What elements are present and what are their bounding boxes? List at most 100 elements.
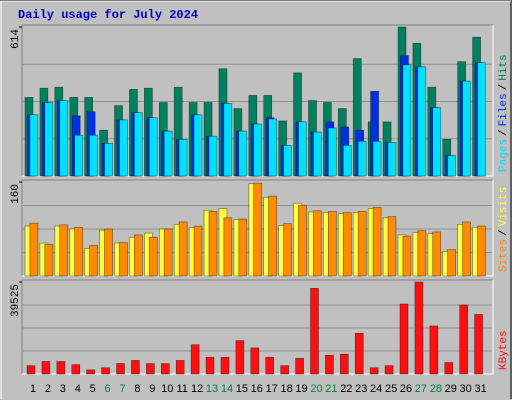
bar [160, 363, 170, 375]
bar [56, 361, 66, 375]
x-tick-label: 19 [295, 383, 307, 395]
bar [89, 245, 98, 277]
x-tick-label: 10 [161, 383, 173, 395]
bar [148, 236, 158, 277]
bar [104, 142, 113, 177]
x-tick-label: 31 [474, 383, 486, 395]
bar [325, 354, 334, 375]
x-tick-label: 7 [119, 383, 125, 395]
bar [223, 217, 233, 277]
bar [86, 369, 95, 375]
bar [265, 356, 275, 375]
bar [342, 145, 352, 177]
plot-border-dark [21, 279, 493, 374]
bar [104, 228, 113, 277]
bar [238, 218, 248, 277]
bar [119, 242, 128, 277]
legend: KBytes [498, 330, 510, 370]
bar [253, 123, 263, 177]
bar [402, 64, 412, 177]
x-tick-label: 13 [206, 383, 218, 395]
bar [146, 363, 155, 375]
bar [59, 224, 69, 277]
bar [387, 141, 397, 177]
bar [178, 221, 188, 277]
x-tick-label: 17 [266, 383, 278, 395]
bar [193, 225, 203, 277]
y-tick-label: 39525 [10, 284, 22, 317]
legend-label: Pages [498, 139, 510, 172]
x-tick-label: 6 [105, 383, 111, 395]
bar [432, 107, 442, 177]
x-tick-label: 18 [281, 383, 293, 395]
bar [462, 80, 471, 177]
x-tick-label: 12 [191, 383, 203, 395]
bar [74, 226, 83, 277]
bar [444, 362, 454, 375]
bar [283, 145, 292, 177]
bar [119, 119, 128, 177]
x-tick-label: 29 [445, 383, 457, 395]
x-tick-label: 27 [415, 383, 427, 395]
bar [402, 235, 412, 277]
bar [295, 358, 304, 375]
bar [29, 114, 39, 177]
bar [342, 212, 352, 277]
x-tick-label: 28 [430, 383, 442, 395]
legend-label: Sites [498, 239, 510, 272]
bar [131, 360, 140, 375]
bar [223, 103, 233, 177]
bar [71, 364, 81, 375]
legend-label: Files [498, 93, 510, 126]
bar [372, 206, 382, 277]
x-tick-label: 25 [385, 383, 397, 395]
x-tick-label: 26 [400, 383, 412, 395]
x-tick-label: 30 [460, 383, 472, 395]
bar [417, 230, 427, 277]
plot-border-dark [21, 179, 493, 276]
x-tick-label: 22 [340, 383, 352, 395]
x-tick-label: 14 [221, 383, 233, 395]
x-tick-label: 16 [251, 383, 263, 395]
bar [235, 340, 245, 375]
bar [357, 140, 367, 177]
bar [238, 130, 248, 177]
legend-separator: / [498, 229, 510, 236]
plot-border-dark [21, 24, 493, 176]
y-tick-label: 160 [10, 184, 22, 204]
x-tick-label: 5 [90, 383, 96, 395]
x-tick-label: 21 [325, 383, 337, 395]
bar [298, 121, 307, 177]
bar [220, 356, 230, 375]
bar [134, 234, 143, 277]
bar [462, 221, 471, 277]
bar [208, 211, 218, 277]
bar [280, 365, 289, 375]
bar [298, 205, 307, 277]
chart-title: Daily usage for July 2024 [18, 8, 198, 22]
bar [175, 360, 185, 375]
bar [253, 182, 263, 277]
legend-label: Visits [498, 187, 510, 227]
bar [41, 361, 51, 375]
bar [447, 249, 456, 277]
x-tick-label: 9 [149, 383, 155, 395]
x-tick-label: 24 [370, 383, 382, 395]
bar [328, 127, 337, 177]
bar [163, 130, 173, 177]
x-tick-label: 11 [176, 383, 187, 395]
bar [163, 228, 173, 277]
bar [313, 210, 322, 277]
bar [148, 117, 158, 177]
bar [44, 102, 54, 177]
bar [474, 314, 483, 375]
bar [29, 222, 39, 277]
legend-label: KBytes [498, 330, 510, 370]
bar [429, 325, 439, 375]
bar [384, 365, 394, 375]
bar [208, 135, 218, 177]
bar [134, 112, 143, 177]
x-tick-label: 1 [30, 383, 36, 395]
bar [89, 134, 98, 177]
